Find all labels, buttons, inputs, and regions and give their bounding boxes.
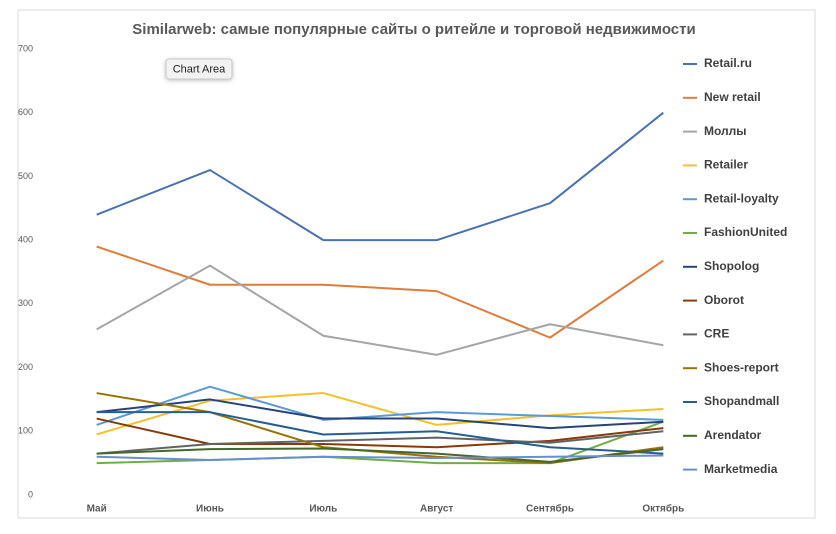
y-tick-label: 600 xyxy=(18,107,33,117)
series-line xyxy=(96,447,664,463)
legend-label: Retailer xyxy=(704,158,748,172)
y-tick-label: 400 xyxy=(18,235,33,245)
legend-label: Shopolog xyxy=(704,259,759,273)
series-line xyxy=(96,385,664,426)
legend-label: Arendator xyxy=(704,428,762,442)
y-tick-label: 100 xyxy=(18,426,33,436)
x-tick-label: Август xyxy=(420,504,453,515)
series-line xyxy=(96,245,664,339)
series-line xyxy=(96,392,664,436)
series-line xyxy=(96,111,664,242)
legend-label: New retail xyxy=(704,90,761,104)
series-line xyxy=(96,411,664,455)
x-tick-label: Октябрь xyxy=(642,503,684,515)
legend-label: FashionUnited xyxy=(704,225,787,239)
series-line xyxy=(96,264,664,356)
series-line xyxy=(96,430,664,455)
legend-label: Моллы xyxy=(704,124,747,138)
tooltip-box xyxy=(165,58,233,80)
y-tick-label: 200 xyxy=(18,362,33,372)
legend-label: CRE xyxy=(704,327,729,341)
legend-label: Shopandmall xyxy=(704,394,779,408)
legend-label: Retail.ru xyxy=(704,56,752,70)
series-line xyxy=(96,398,664,430)
y-tick-label: 700 xyxy=(18,43,33,53)
y-tick-label: 0 xyxy=(28,489,33,499)
x-tick-label: Сентябрь xyxy=(526,503,574,515)
x-tick-label: Июнь xyxy=(196,504,224,515)
series-line xyxy=(96,417,664,449)
chart-title: Similarweb: самые популярные сайты о рит… xyxy=(132,21,695,38)
series-line xyxy=(96,454,664,461)
legend-label: Oborot xyxy=(704,293,744,307)
chart-frame xyxy=(17,9,816,519)
legend-label: Shoes-report xyxy=(704,360,779,374)
y-tick-label: 500 xyxy=(18,171,33,181)
x-tick-label: Июль xyxy=(309,504,337,515)
tooltip-text: Chart Area xyxy=(173,63,226,75)
x-tick-label: Май xyxy=(87,504,107,515)
legend-label: Marketmedia xyxy=(704,462,778,476)
y-tick-label: 300 xyxy=(18,298,33,308)
legend-label: Retail-loyalty xyxy=(704,191,779,205)
